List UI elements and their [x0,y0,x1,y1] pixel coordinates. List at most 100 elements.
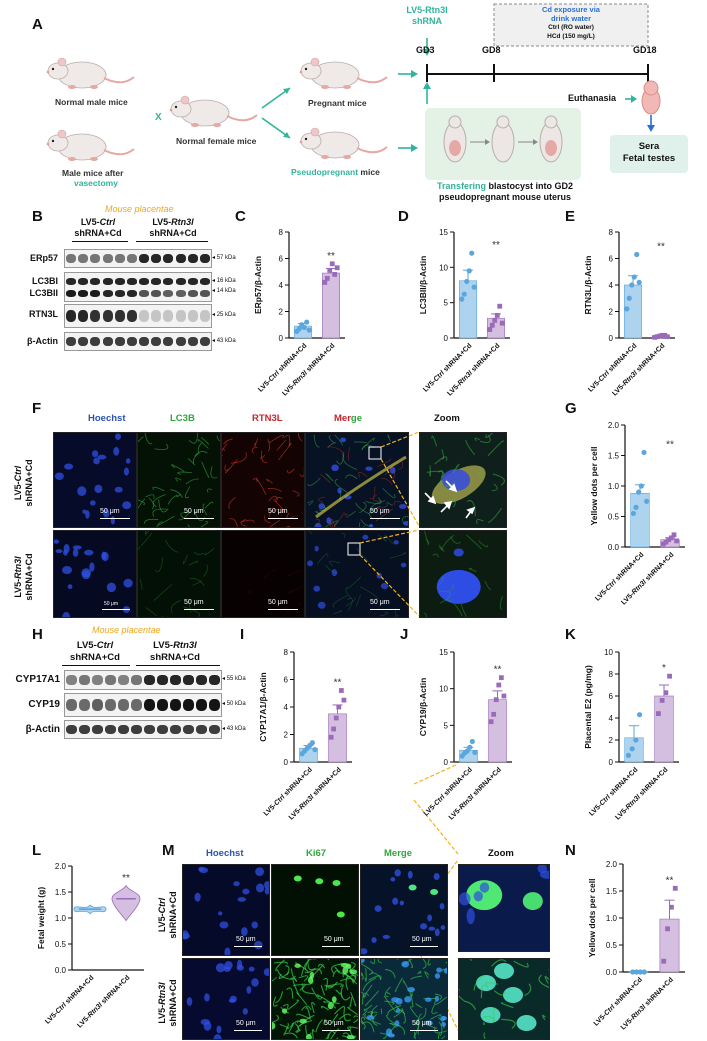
fiber [320,984,326,996]
y-tick-label: 1.5 [608,452,620,461]
panel-label-i: I [240,626,245,643]
fiber [335,989,341,995]
fiber [413,1031,421,1039]
normal-male-label: Normal male mice [55,97,128,107]
fiber [452,463,460,474]
significance-mark: ** [492,240,500,251]
fiber [484,580,492,590]
m-img-zoom-rtn [458,958,550,1040]
fiber [228,497,236,510]
data-point [301,324,307,330]
fiber [307,500,314,506]
nucleus [77,486,87,497]
nucleus [62,611,71,617]
data-point [493,697,499,703]
data-point [331,726,337,732]
data-point [667,673,672,679]
fiber [325,1033,329,1039]
fiber [348,510,356,517]
fiber [433,996,447,1006]
blot-b-group-line-1 [72,241,128,242]
fiber [273,499,285,513]
fiber [332,595,348,608]
fiber [384,986,391,998]
nucleus [83,549,94,556]
fiber [361,973,364,977]
y-tick-label: 0 [284,758,289,767]
nucleus [183,933,191,939]
fiber [386,991,391,995]
nucleus [380,582,389,590]
y-tick-label: 8 [609,670,614,679]
y-axis-label: LC3BII/β-Actin [418,256,428,315]
nucleus [393,540,399,545]
data-point [630,969,636,975]
fiber [334,1005,345,1015]
fiber [305,1006,311,1019]
micro-texture [426,433,505,525]
fiber [492,473,505,486]
fiber [363,1004,373,1012]
fiber [197,442,203,455]
micro-texture [54,433,132,525]
nucleus [255,867,265,877]
fiber [255,477,258,482]
data-point [466,268,472,274]
fiber [145,494,155,499]
data-point [324,275,330,281]
bar [659,918,680,973]
data-point [497,303,503,309]
blot-b-kda-rtn3l: ◂ 25 kDa [212,312,236,318]
chart-d: 0 5 10 15 LC3BII/β-Actin ** LV5-Ctrl shRNA+CdL… [418,228,510,398]
chart-n: 0.0 0.5 1.0 1.5 2.0 Yellow dots per cell ** LV5… [587,860,685,1032]
nucleus [272,1022,276,1030]
band [66,278,77,286]
y-tick-label: 10 [604,648,613,657]
band [196,674,207,686]
data-point [638,483,644,489]
data-point [631,274,637,280]
fiber [353,1018,358,1024]
band [102,336,113,347]
fiber [382,487,396,499]
blot-b-group-rtn: LV5-Rtn3l shRNA+Cd [149,217,197,238]
fiber [291,1020,299,1025]
fiber [188,599,192,613]
band [151,278,162,286]
fiber [368,972,382,980]
fiber [439,576,445,585]
f-scalebar-7 [268,609,298,610]
band [90,289,101,297]
fiber [316,994,332,1004]
band [66,253,77,264]
fiber [384,534,394,545]
band [183,724,194,735]
panel-label-j: J [400,626,409,643]
fiber [154,443,169,450]
fiber [401,1008,406,1024]
f-img-lc3b-rtn [137,530,221,618]
band [114,309,125,323]
nucleus [434,928,440,937]
nucleus [327,1002,334,1010]
fiber [327,446,343,456]
fiber [544,975,549,984]
gd8-label: GD8 [482,45,501,55]
y-tick-label: 5 [444,721,449,730]
blot-b-group-ctrl: LV5-Ctrl shRNA+Cd [74,217,122,238]
fiber [222,443,228,457]
data-point [489,322,495,328]
fiber [327,981,339,989]
y-tick-label: 2 [609,736,614,745]
fiber [266,478,273,484]
fiber [192,579,202,586]
fiber [331,512,345,527]
fiber [138,546,141,550]
fiber [396,959,399,961]
band [114,336,125,347]
nucleus [93,457,100,465]
positive-cell [494,963,514,979]
band [183,674,194,686]
fiber [332,518,336,527]
y-tick-label: 4 [284,703,289,712]
